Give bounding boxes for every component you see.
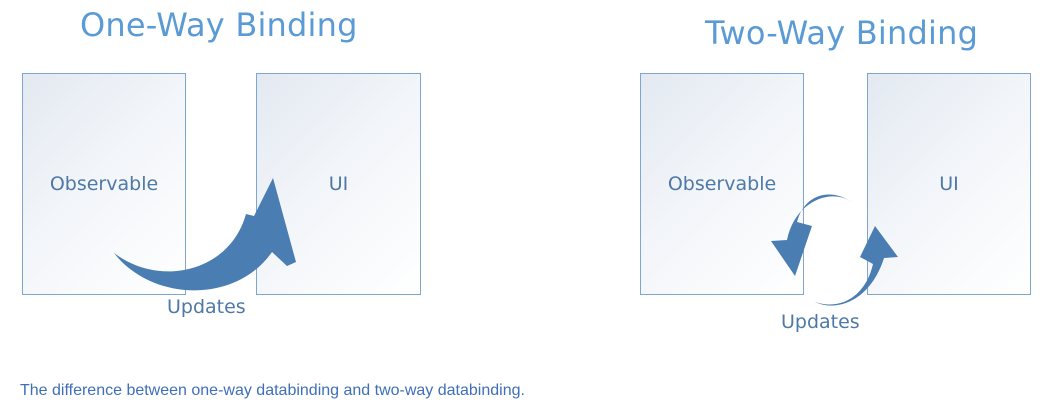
two-way-observable-box: Observable bbox=[640, 73, 804, 295]
two-way-ui-box: UI bbox=[867, 73, 1031, 295]
figure-caption: The difference between one-way databindi… bbox=[20, 382, 525, 399]
two-way-title: Two-Way Binding bbox=[705, 14, 979, 52]
one-way-updates-label: Updates bbox=[167, 296, 246, 318]
one-way-observable-label: Observable bbox=[49, 173, 159, 195]
two-way-observable-label: Observable bbox=[667, 173, 777, 195]
sync-arrows-icon bbox=[771, 194, 898, 306]
one-way-ui-label: UI bbox=[328, 173, 349, 195]
one-way-title: One-Way Binding bbox=[80, 6, 358, 44]
two-way-updates-label: Updates bbox=[781, 311, 860, 333]
one-way-observable-box: Observable bbox=[22, 73, 186, 295]
curved-arrow-icon bbox=[114, 178, 296, 291]
two-way-ui-label: UI bbox=[939, 173, 959, 195]
